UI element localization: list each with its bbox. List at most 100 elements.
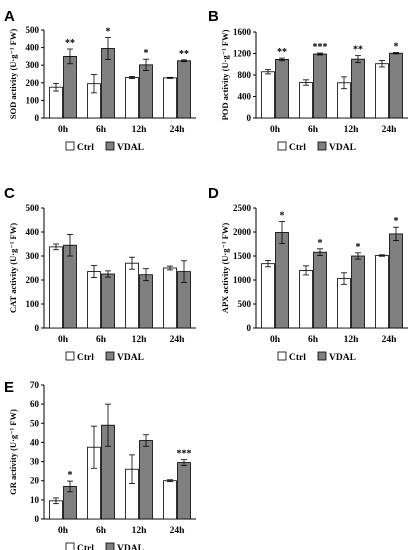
significance-marker: * xyxy=(106,27,111,38)
significance-marker: *** xyxy=(313,42,328,53)
legend-swatch-ctrl xyxy=(65,542,75,550)
y-tick-label: 0 xyxy=(247,113,252,123)
bar-ctrl xyxy=(163,267,177,329)
bar-ctrl xyxy=(375,255,389,329)
significance-marker: * xyxy=(318,238,323,249)
y-tick-label: 1000 xyxy=(233,275,252,285)
y-tick-label: 0 xyxy=(35,113,40,123)
bar-vdal xyxy=(275,232,289,329)
y-tick-label: 500 xyxy=(26,25,40,35)
y-tick-label: 40 xyxy=(30,437,40,447)
panel-label: D xyxy=(208,185,219,202)
y-tick-label: 70 xyxy=(30,380,40,390)
legend-label-vdal: VDAL xyxy=(329,353,356,363)
legend-label-ctrl: Ctrl xyxy=(289,353,306,363)
y-tick-label: 200 xyxy=(26,275,40,285)
y-tick-label: 2000 xyxy=(233,227,252,237)
bar-vdal xyxy=(313,251,327,329)
y-tick-label: 500 xyxy=(238,299,252,309)
y-tick-label: 1200 xyxy=(233,49,252,59)
bar-ctrl xyxy=(163,480,177,520)
x-tick-label: 0h xyxy=(58,125,69,135)
y-tick-label: 300 xyxy=(26,251,40,261)
y-tick-label: 500 xyxy=(26,203,40,213)
bar-vdal xyxy=(389,52,403,119)
significance-marker: * xyxy=(356,242,361,253)
bar-vdal xyxy=(389,233,403,329)
x-tick-label: 0h xyxy=(270,125,281,135)
y-tick-label: 300 xyxy=(26,60,40,70)
bar-vdal xyxy=(351,58,365,119)
x-tick-label: 0h xyxy=(58,335,69,345)
x-tick-label: 24h xyxy=(382,335,398,345)
x-tick-label: 24h xyxy=(170,526,186,536)
legend-label-vdal: VDAL xyxy=(117,143,144,153)
y-axis-label: GR activity (U·g⁻¹ FW) xyxy=(8,409,18,495)
significance-marker: * xyxy=(68,470,73,481)
panel-label: C xyxy=(4,185,15,202)
bar-vdal xyxy=(139,64,153,119)
y-tick-label: 400 xyxy=(26,227,40,237)
panel-e: E GR activity (U·g⁻¹ FW) 0 10 20 30 40 50 60 70 * 0… xyxy=(4,379,196,550)
significance-marker: ** xyxy=(179,49,189,60)
bar-ctrl xyxy=(125,77,139,119)
legend-swatch-vdal xyxy=(317,351,327,361)
y-tick-label: 10 xyxy=(30,495,40,505)
y-tick-label: 400 xyxy=(26,43,40,53)
x-tick-label: 6h xyxy=(96,526,107,536)
legend-swatch-vdal xyxy=(105,542,115,550)
bar-vdal xyxy=(177,462,191,520)
x-tick-label: 0h xyxy=(270,335,281,345)
bar-ctrl xyxy=(261,71,275,119)
bar-ctrl xyxy=(261,263,275,329)
y-tick-label: 2500 xyxy=(233,203,252,213)
bar-vdal xyxy=(139,274,153,329)
legend-swatch-vdal xyxy=(105,351,115,361)
legend-label-ctrl: Ctrl xyxy=(77,353,94,363)
x-tick-label: 12h xyxy=(132,335,148,345)
legend-swatch-ctrl xyxy=(65,141,75,151)
x-tick-label: 6h xyxy=(308,125,319,135)
y-tick-label: 0 xyxy=(247,323,252,333)
panel-c: C CAT activity (U·g⁻¹ FW) 0 100 200 300 400 500… xyxy=(4,185,196,363)
panel-d: D APX activity (U·g⁻¹ FW) 0 500 1000 1500 2000… xyxy=(208,185,408,363)
legend-swatch-ctrl xyxy=(277,351,287,361)
x-tick-label: 6h xyxy=(96,125,107,135)
significance-marker: * xyxy=(394,42,399,53)
bar-vdal xyxy=(139,440,153,520)
bar-vdal xyxy=(63,56,77,119)
y-tick-label: 200 xyxy=(26,78,40,88)
legend-label-ctrl: Ctrl xyxy=(289,143,306,153)
y-axis-label: POD activity (U·g⁻¹ FW) xyxy=(220,29,230,120)
bar-vdal xyxy=(275,59,289,119)
bar-ctrl xyxy=(337,278,351,329)
significance-marker: * xyxy=(144,48,149,59)
bar-ctrl xyxy=(299,269,313,329)
x-tick-label: 6h xyxy=(308,335,319,345)
legend-label-vdal: VDAL xyxy=(117,353,144,363)
y-tick-label: 100 xyxy=(26,95,40,105)
x-tick-label: 0h xyxy=(58,526,69,536)
x-tick-label: 6h xyxy=(96,335,107,345)
y-axis-label: SOD activity (U·g⁻¹ FW) xyxy=(8,29,18,120)
y-tick-label: 1600 xyxy=(233,27,252,37)
y-tick-label: 0 xyxy=(35,514,40,524)
y-tick-label: 60 xyxy=(30,399,40,409)
y-tick-label: 30 xyxy=(30,457,40,467)
legend-swatch-vdal xyxy=(105,141,115,151)
bar-ctrl xyxy=(125,262,139,329)
panel-a: A SOD activity (U·g⁻¹ FW) 0 100 200 300 400 500… xyxy=(4,8,196,153)
significance-marker: * xyxy=(394,216,399,227)
y-tick-label: 50 xyxy=(30,418,40,428)
legend-swatch-ctrl xyxy=(277,141,287,151)
y-axis-label: APX activity (U·g⁻¹ FW) xyxy=(220,223,230,314)
bar-ctrl xyxy=(375,63,389,119)
significance-marker: ** xyxy=(277,47,287,58)
y-tick-label: 400 xyxy=(238,92,252,102)
bar-vdal xyxy=(63,244,77,329)
bar-ctrl xyxy=(49,246,63,329)
x-tick-label: 12h xyxy=(132,125,148,135)
panel-label: E xyxy=(4,379,14,396)
